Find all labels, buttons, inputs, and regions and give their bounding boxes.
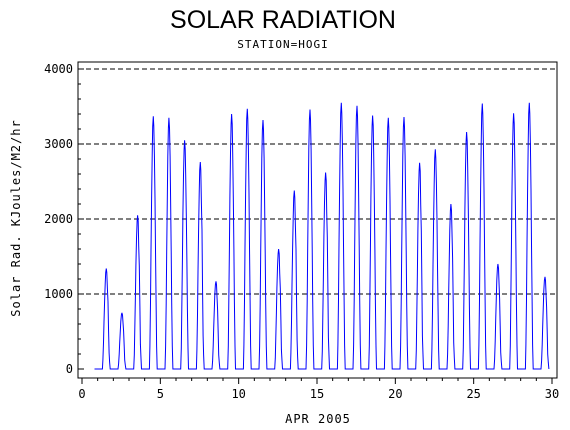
y-tick-label: 3000 bbox=[44, 137, 73, 151]
x-tick-label: 30 bbox=[545, 387, 559, 401]
x-axis: 0 5 10 15 20 25 30 bbox=[78, 378, 559, 401]
y-tick-label: 2000 bbox=[44, 212, 73, 226]
data-series bbox=[94, 102, 550, 370]
x-tick-label: 20 bbox=[388, 387, 402, 401]
y-tick-label: 0 bbox=[66, 362, 73, 376]
radiation-line bbox=[94, 102, 550, 370]
chart-title: SOLAR RADIATION bbox=[170, 6, 396, 34]
y-axis: 0 1000 2000 3000 4000 bbox=[44, 62, 84, 376]
chart-subtitle: STATION=HOGI bbox=[237, 38, 328, 51]
x-tick-label: 15 bbox=[310, 387, 324, 401]
y-axis-label: Solar Rad. KJoules/M2/hr bbox=[9, 119, 23, 316]
x-tick-label: 25 bbox=[466, 387, 480, 401]
x-axis-label: APR 2005 bbox=[285, 412, 351, 426]
x-tick-label: 5 bbox=[157, 387, 164, 401]
x-tick-label: 10 bbox=[231, 387, 245, 401]
y-tick-label: 1000 bbox=[44, 287, 73, 301]
x-tick-label: 0 bbox=[78, 387, 85, 401]
y-tick-label: 4000 bbox=[44, 62, 73, 76]
